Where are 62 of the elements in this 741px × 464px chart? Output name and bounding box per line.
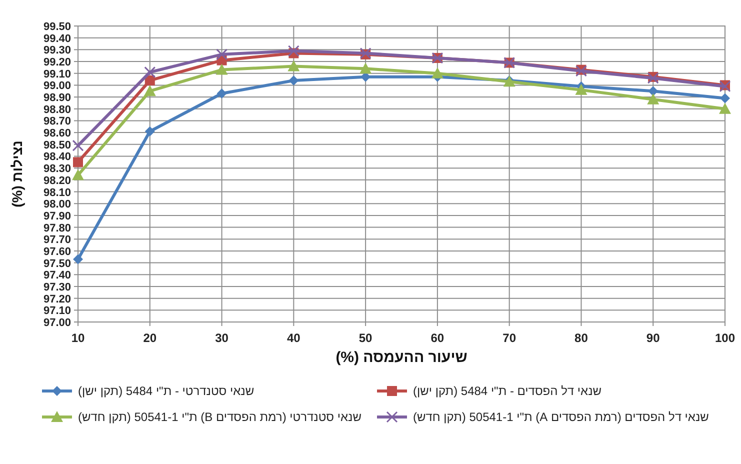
point: [144, 66, 156, 78]
y-tick-label: 98.70: [43, 116, 71, 128]
y-tick-label: 97.10: [43, 305, 71, 318]
x-tick-label: 40: [286, 331, 301, 345]
point: [647, 93, 660, 104]
point: [288, 45, 300, 57]
y-tick-label: 97.90: [43, 210, 71, 222]
point: [648, 86, 658, 96]
x-tick-label: 90: [646, 331, 660, 345]
x-tick-label: 80: [574, 331, 588, 345]
point: [144, 126, 155, 136]
point: [719, 102, 731, 114]
x-tick-label: 20: [143, 331, 157, 345]
legend-label: שנאי סטנדרטי (רמת הפסדים B) ת"י 50541-1 (תקן חדש): [78, 410, 362, 424]
y-tick-label: 97.00: [43, 317, 71, 329]
x-tick-label: 60: [430, 331, 444, 345]
point: [216, 48, 228, 60]
y-tick-label: 97.70: [43, 234, 71, 246]
y-tick-label: 98.20: [43, 174, 71, 187]
y-tick-label: 98.30: [43, 163, 71, 176]
x-tick-label: 50: [358, 331, 373, 345]
y-tick-label: 97.50: [43, 258, 71, 270]
point: [360, 62, 372, 74]
y-tick-label: 99.10: [43, 68, 71, 80]
legend-label: שנאי דל הפסדים (רמת הפסדים A) ת"י 50541-1 (תקן חדש): [413, 410, 709, 424]
y-tick-label: 98.90: [43, 92, 71, 104]
x-axis-title: שיעור ההעמסה (%): [336, 349, 468, 366]
point: [720, 93, 730, 104]
x-tick-label: 10: [71, 331, 85, 345]
y-tick-label: 97.30: [43, 281, 71, 294]
point: [288, 60, 300, 72]
y-tick-label: 97.80: [43, 222, 71, 234]
y-axis-title: נצילות (%): [9, 140, 25, 208]
x-tick-label: 30: [215, 331, 229, 345]
point: [72, 169, 84, 180]
y-tick-label: 99.40: [43, 32, 71, 45]
y-tick-label: 97.60: [43, 246, 71, 258]
point: [216, 88, 227, 98]
point: [288, 75, 299, 86]
y-tick-label: 97.20: [43, 293, 71, 306]
y-tick-label: 98.00: [43, 198, 71, 211]
y-tick-label: 98.80: [43, 104, 71, 116]
y-tick-label: 98.40: [43, 151, 71, 164]
y-tick-label: 98.60: [43, 128, 71, 140]
y-tick-label: 99.20: [43, 56, 71, 69]
point: [431, 67, 444, 78]
point: [216, 64, 228, 75]
y-tick-label: 99.00: [43, 80, 71, 92]
y-tick-label: 99.50: [43, 21, 71, 33]
y-tick-label: 98.10: [43, 186, 71, 199]
point: [73, 254, 83, 264]
point: [73, 157, 83, 168]
y-tick-label: 99.30: [43, 44, 71, 57]
x-tick-label: 70: [502, 331, 516, 345]
legend-label: שנאי סטנדרטי - ת"י 5484 (תקן ישן): [78, 384, 254, 398]
y-tick-label: 97.40: [43, 270, 71, 282]
point: [144, 85, 156, 96]
point: [575, 84, 588, 95]
x-tick-label: 100: [714, 331, 736, 345]
legend-label: שנאי דל הפסדים - ת"י 5484 (תקן ישן): [413, 384, 602, 398]
y-tick-label: 98.50: [43, 139, 71, 152]
point: [72, 140, 84, 152]
